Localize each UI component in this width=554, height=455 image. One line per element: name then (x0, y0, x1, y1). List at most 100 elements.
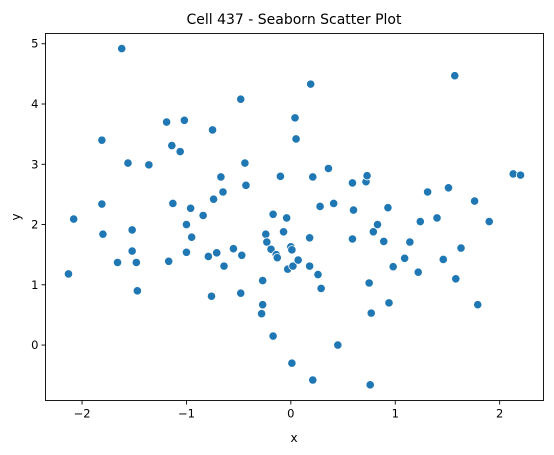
y-tick-label: 1 (31, 278, 38, 292)
scatter-point (379, 236, 389, 247)
scatter-point (144, 160, 154, 170)
scatter-point (515, 170, 526, 180)
scatter-point (237, 250, 247, 260)
scatter-point (305, 233, 315, 243)
scatter-point (258, 300, 268, 310)
scatter-point (97, 199, 107, 209)
scatter-point (366, 308, 376, 318)
x-axis-label: x (290, 431, 297, 445)
scatter-point (69, 214, 79, 224)
x-tick-label: 1 (392, 407, 399, 421)
x-tick-label: −1 (178, 407, 195, 421)
scatter-point (186, 203, 196, 213)
scatter-point (287, 245, 297, 255)
points-layer (63, 43, 526, 390)
ticks-layer: −2 −1 0 1 2 0 1 2 3 4 5 (31, 37, 503, 421)
scatter-point (207, 125, 218, 135)
scatter-point (364, 278, 374, 288)
scatter-point (262, 237, 272, 247)
scatter-point (236, 94, 246, 104)
scatter-point (305, 261, 315, 271)
scatter-point (484, 216, 494, 227)
x-tick-label: 0 (287, 407, 294, 421)
scatter-point (216, 172, 226, 182)
scatter-point (162, 117, 172, 127)
scatter-point (275, 171, 286, 181)
scatter-point (187, 232, 197, 242)
scatter-point (236, 288, 246, 298)
scatter-point (127, 225, 137, 235)
scatter-point (405, 237, 415, 247)
y-tick-label: 5 (31, 37, 38, 51)
scatter-point (268, 331, 278, 341)
scatter-point (306, 79, 316, 89)
scatter-point (308, 172, 318, 182)
scatter-point (132, 286, 142, 296)
scatter-point (203, 251, 213, 262)
scatter-point (112, 257, 123, 268)
scatter-point (323, 163, 334, 174)
scatter-point (423, 187, 433, 197)
y-tick-label: 2 (31, 218, 38, 232)
scatter-point (131, 257, 141, 268)
scatter-point (258, 275, 268, 286)
scatter-point (362, 171, 372, 181)
scatter-point (208, 194, 219, 204)
scatter-point (272, 253, 282, 263)
scatter-point (63, 269, 74, 279)
scatter-point (257, 309, 267, 319)
scatter-point (181, 219, 192, 230)
scatter-point (278, 227, 289, 237)
scatter-point (384, 298, 394, 308)
scatter-point (206, 291, 217, 301)
scatter-point (451, 274, 461, 284)
scatter-point (333, 340, 343, 350)
scatter-point (308, 375, 318, 385)
scatter-point (175, 147, 185, 157)
scatter-point (127, 246, 137, 256)
scatter-point (98, 229, 108, 239)
scatter-point (167, 140, 177, 151)
scatter-point (219, 261, 229, 271)
scatter-point (293, 255, 303, 265)
x-tick-label: −2 (74, 407, 91, 421)
scatter-point (443, 183, 454, 193)
scatter-point (241, 180, 251, 190)
scatter-point (348, 205, 359, 215)
scatter-point (240, 158, 250, 168)
scatter-point (212, 248, 222, 258)
scatter-point (368, 227, 378, 237)
scatter-point (456, 243, 466, 253)
scatter-point (287, 358, 297, 368)
y-tick-label: 4 (31, 97, 38, 111)
scatter-point (316, 283, 326, 294)
scatter-point (282, 213, 292, 223)
scatter-point (181, 247, 192, 257)
scatter-point (450, 71, 460, 81)
scatter-point (365, 380, 375, 390)
scatter-point (168, 198, 178, 209)
scatter-point (388, 262, 398, 272)
scatter-point (313, 269, 323, 280)
scatter-point (432, 213, 442, 223)
y-tick-label: 3 (31, 157, 38, 171)
scatter-point (438, 254, 448, 265)
scatter-point (415, 216, 425, 227)
x-tick-label: 2 (496, 407, 503, 421)
scatter-point (291, 134, 301, 144)
scatter-point (218, 187, 228, 197)
y-axis-label: y (9, 213, 23, 220)
scatter-point (228, 244, 239, 254)
scatter-point (123, 158, 133, 168)
scatter-point (347, 234, 358, 244)
scatter-point (469, 196, 480, 206)
scatter-point (400, 253, 410, 263)
scatter-point (329, 198, 339, 209)
scatter-point (473, 300, 483, 310)
scatter-point (198, 210, 208, 221)
scatter-point (372, 219, 383, 230)
scatter-point (347, 178, 358, 188)
chart-title: Cell 437 - Seaborn Scatter Plot (186, 12, 402, 28)
scatter-point (164, 256, 174, 266)
